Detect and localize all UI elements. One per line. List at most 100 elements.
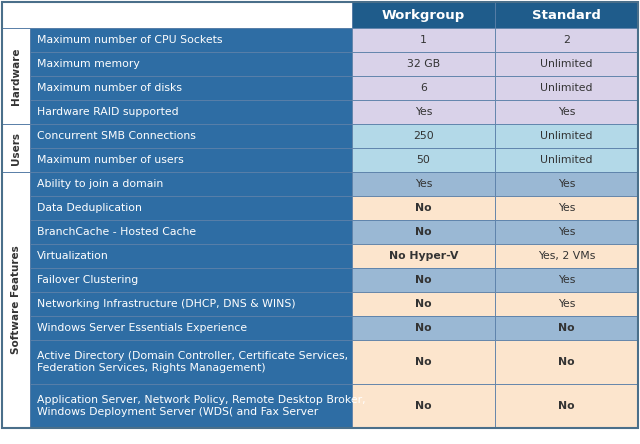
Text: Yes: Yes (558, 203, 575, 213)
Bar (352, 100, 495, 124)
Bar (30, 340, 352, 384)
Text: Concurrent SMB Connections: Concurrent SMB Connections (37, 131, 196, 141)
Text: No: No (415, 275, 432, 285)
Text: BranchCache - Hosted Cache: BranchCache - Hosted Cache (37, 227, 196, 237)
Bar (495, 76, 638, 100)
Text: Networking Infrastructure (DHCP, DNS & WINS): Networking Infrastructure (DHCP, DNS & W… (37, 299, 296, 309)
Text: Failover Clustering: Failover Clustering (37, 275, 138, 285)
Bar (30, 384, 352, 428)
Bar (30, 244, 352, 268)
Bar (352, 340, 495, 384)
Text: Yes: Yes (415, 179, 432, 189)
Bar (30, 292, 352, 316)
Bar (352, 292, 495, 316)
Bar (30, 172, 352, 196)
Bar (495, 220, 638, 244)
Text: Yes: Yes (558, 227, 575, 237)
Text: Active Directory (Domain Controller, Certificate Services,
Federation Services, : Active Directory (Domain Controller, Cer… (37, 351, 348, 373)
Text: 1: 1 (420, 35, 427, 45)
Bar (495, 172, 638, 196)
Bar (352, 196, 495, 220)
Text: Yes, 2 VMs: Yes, 2 VMs (538, 251, 595, 261)
Bar (30, 220, 352, 244)
Text: Yes: Yes (558, 275, 575, 285)
Text: Yes: Yes (558, 107, 575, 117)
Text: Users: Users (11, 131, 21, 164)
Bar (30, 28, 352, 52)
Bar (30, 124, 352, 148)
Text: No: No (415, 203, 432, 213)
Bar (495, 100, 638, 124)
Text: Workgroup: Workgroup (382, 8, 465, 21)
Bar (30, 196, 352, 220)
Text: Yes: Yes (415, 107, 432, 117)
Text: 6: 6 (420, 83, 427, 93)
Text: No Hyper-V: No Hyper-V (389, 251, 458, 261)
Bar (352, 28, 495, 52)
Text: Maximum number of disks: Maximum number of disks (37, 83, 182, 93)
Text: Windows Server Essentials Experience: Windows Server Essentials Experience (37, 323, 247, 333)
Bar (2, 2, 352, 28)
Text: Standard: Standard (532, 8, 601, 21)
Bar (495, 52, 638, 76)
Bar (352, 76, 495, 100)
Bar (352, 2, 495, 28)
Text: No: No (415, 323, 432, 333)
Text: No: No (415, 401, 432, 411)
Bar (352, 220, 495, 244)
Text: Maximum number of users: Maximum number of users (37, 155, 184, 165)
Bar (30, 316, 352, 340)
Text: No: No (415, 357, 432, 367)
Text: Unlimited: Unlimited (540, 131, 593, 141)
Text: Software Features: Software Features (11, 246, 21, 354)
Bar (495, 292, 638, 316)
Text: Unlimited: Unlimited (540, 59, 593, 69)
Text: Maximum number of CPU Sockets: Maximum number of CPU Sockets (37, 35, 223, 45)
Text: 50: 50 (417, 155, 431, 165)
Bar (495, 124, 638, 148)
Text: Yes: Yes (558, 179, 575, 189)
Text: 2: 2 (563, 35, 570, 45)
Bar (352, 316, 495, 340)
Text: Unlimited: Unlimited (540, 83, 593, 93)
Bar (352, 268, 495, 292)
Text: Virtualization: Virtualization (37, 251, 109, 261)
Bar (352, 244, 495, 268)
Bar (352, 124, 495, 148)
Bar (30, 52, 352, 76)
Bar (495, 2, 638, 28)
Bar (495, 268, 638, 292)
Bar (352, 52, 495, 76)
Bar (495, 196, 638, 220)
Bar (30, 148, 352, 172)
Bar (495, 316, 638, 340)
Text: Ability to join a domain: Ability to join a domain (37, 179, 163, 189)
Bar (30, 76, 352, 100)
Text: Yes: Yes (558, 299, 575, 309)
Bar (495, 28, 638, 52)
Text: 250: 250 (413, 131, 434, 141)
Text: Hardware RAID supported: Hardware RAID supported (37, 107, 179, 117)
Text: Unlimited: Unlimited (540, 155, 593, 165)
Text: Application Server, Network Policy, Remote Desktop Broker,
Windows Deployment Se: Application Server, Network Policy, Remo… (37, 395, 365, 417)
Bar (495, 244, 638, 268)
Text: Maximum memory: Maximum memory (37, 59, 140, 69)
Text: No: No (558, 357, 575, 367)
Text: No: No (558, 401, 575, 411)
Bar (30, 100, 352, 124)
Bar (352, 172, 495, 196)
Bar (495, 340, 638, 384)
Bar (2, 172, 30, 428)
Bar (352, 148, 495, 172)
Text: Data Deduplication: Data Deduplication (37, 203, 142, 213)
Bar (2, 28, 30, 124)
Bar (495, 148, 638, 172)
Bar (2, 124, 30, 172)
Bar (30, 268, 352, 292)
Bar (495, 384, 638, 428)
Text: No: No (415, 299, 432, 309)
Bar (352, 384, 495, 428)
Text: 32 GB: 32 GB (407, 59, 440, 69)
Text: No: No (558, 323, 575, 333)
Text: No: No (415, 227, 432, 237)
